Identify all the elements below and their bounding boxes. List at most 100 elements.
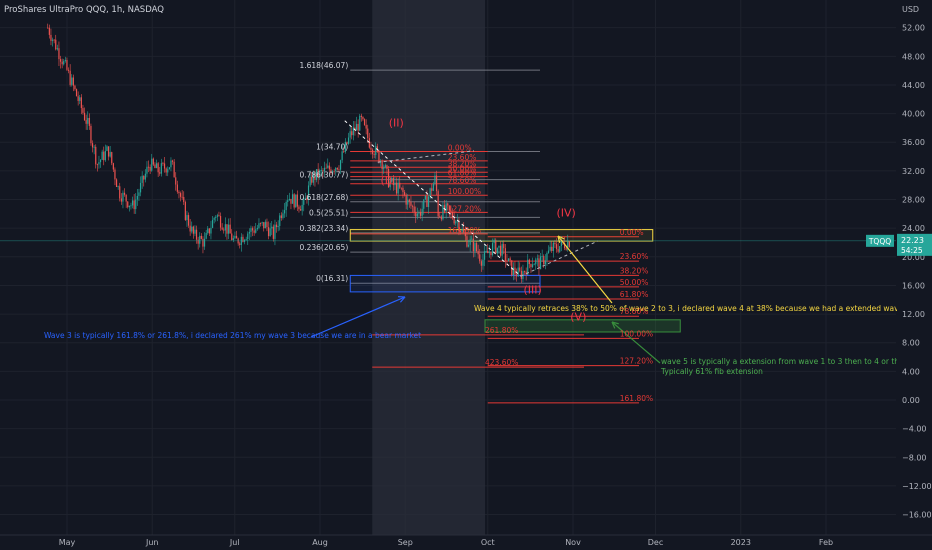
candle-body <box>314 172 316 180</box>
candle-body <box>280 215 282 218</box>
candle-body <box>331 170 334 174</box>
arrow-green-head <box>611 321 619 329</box>
candle-body <box>210 227 212 234</box>
candle-body <box>157 163 159 173</box>
candle-body <box>275 224 278 228</box>
candle-body <box>219 216 222 228</box>
candle-body <box>117 186 119 188</box>
candle-body <box>111 152 113 164</box>
candle-body <box>538 258 540 270</box>
candle-body <box>453 218 455 224</box>
candle-body <box>461 228 463 232</box>
candle-body <box>499 245 502 256</box>
candle-body <box>146 166 148 174</box>
candle-body <box>255 229 257 233</box>
fib-left-label: 1(34.70) <box>316 143 348 152</box>
candle-body <box>381 160 383 170</box>
symbol-tag-bg <box>866 234 894 247</box>
candle-body <box>147 166 150 168</box>
candle-body <box>266 221 268 228</box>
candle-body <box>343 151 345 153</box>
candle-body <box>106 146 108 151</box>
candle-body <box>283 210 286 214</box>
overlays: (I) (II) (III) (IV) (V) <box>0 116 896 364</box>
candle-body <box>330 169 332 174</box>
candle-body <box>407 199 409 205</box>
candle-body <box>504 248 506 261</box>
candle-body <box>191 226 193 232</box>
candle-body <box>552 242 554 251</box>
candle-body <box>427 196 430 207</box>
candle-body <box>503 244 505 249</box>
candle-body <box>299 209 302 211</box>
y-tick-label: 40.00 <box>902 110 925 119</box>
candle-body <box>205 232 207 239</box>
candle-body <box>472 238 474 252</box>
annotation-wave4: Wave 4 typically retraces 38% to 50% of … <box>474 304 911 313</box>
candle-body <box>480 261 482 266</box>
candle-body <box>183 197 185 202</box>
candle-body <box>387 168 390 188</box>
candle-body <box>112 163 114 170</box>
time-axis[interactable]: May Jun Jul Aug Sep Oct Nov Dec 2023 Feb <box>59 538 833 547</box>
time-axis-panel[interactable] <box>0 535 932 550</box>
candle-body <box>370 147 372 150</box>
wave-label: (II) <box>389 116 404 129</box>
x-tick-label: Dec <box>648 538 663 547</box>
candle-body <box>48 27 50 35</box>
candle-body <box>192 226 194 234</box>
price-axis-panel[interactable] <box>897 0 932 535</box>
candle-body <box>464 232 466 237</box>
candle-body <box>216 215 218 217</box>
fib-upper-label: 78.60% <box>448 176 477 185</box>
candle-body <box>554 242 556 245</box>
candle-body <box>411 205 414 207</box>
candle-body <box>362 116 364 120</box>
fib-left-label: 1.618(46.07) <box>299 61 348 70</box>
candle-body <box>115 179 118 188</box>
candle-body <box>498 245 500 248</box>
fib-left-label: 0.236(20.65) <box>299 243 348 252</box>
candle-body <box>496 247 498 254</box>
candle-body <box>277 226 279 228</box>
candle-body <box>85 120 87 124</box>
candle-body <box>485 250 487 252</box>
candle-body <box>181 196 183 198</box>
candle-body <box>515 274 518 277</box>
price-tag-countdown: 54:25 <box>901 246 923 255</box>
candle-body <box>506 260 508 262</box>
candle-body <box>221 227 223 230</box>
candle-body <box>528 259 530 264</box>
candle-body <box>71 77 73 85</box>
candle-body <box>557 249 559 252</box>
fib-levels <box>350 69 639 404</box>
candle-body <box>229 224 231 234</box>
fib-upper-label: 38.20% <box>448 159 477 168</box>
candle-body <box>235 235 238 239</box>
price-tag-bg <box>897 233 932 256</box>
candle-body <box>565 248 567 250</box>
candle-body <box>559 246 561 252</box>
candle-body <box>493 239 495 244</box>
candle-body <box>304 197 306 200</box>
time-highlight-region <box>372 0 485 535</box>
candle-body <box>189 225 191 232</box>
wave-label: (III) <box>524 283 542 296</box>
fib-labels: 1.618(46.07) 1(34.70) 0.786(30.77) 0.618(27… <box>299 61 653 403</box>
candle-body <box>218 215 220 217</box>
price-axis[interactable]: 52.00 48.00 44.00 40.00 36.00 32.00 28.00 24.00… <box>902 24 932 520</box>
wave-path-2 <box>377 150 475 163</box>
candle-body <box>391 177 393 182</box>
candle-body <box>445 203 447 212</box>
candle-body <box>120 198 122 202</box>
x-tick-label: Jun <box>145 538 159 547</box>
price-tag-value: 22.23 <box>901 236 924 245</box>
candle-body <box>50 34 52 41</box>
zone-green <box>484 319 681 333</box>
candle-body <box>368 138 370 148</box>
candle-body <box>459 231 462 232</box>
fib-upper-label: 50.00% <box>448 164 477 173</box>
candle-body <box>194 229 196 234</box>
candle-body <box>328 165 330 170</box>
